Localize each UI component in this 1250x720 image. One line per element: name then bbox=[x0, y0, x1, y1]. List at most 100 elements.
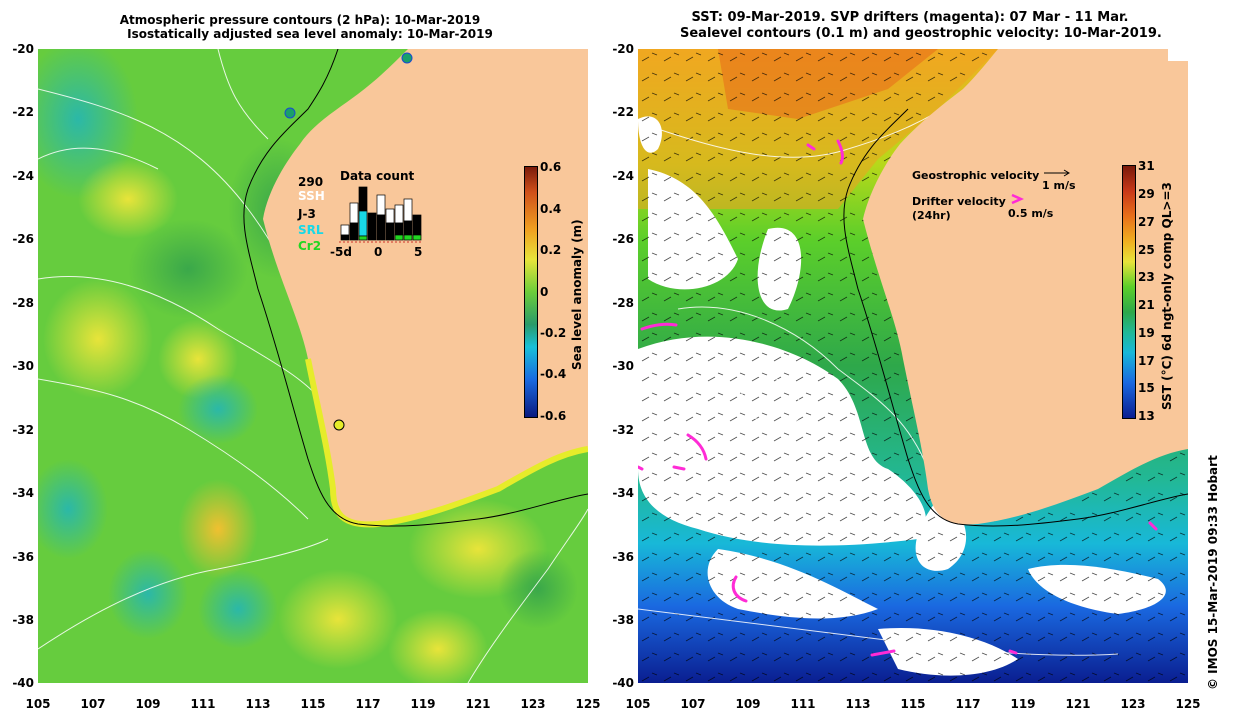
drifter-track bbox=[640, 322, 678, 331]
drifter-track bbox=[1008, 649, 1018, 655]
drifter-track bbox=[870, 649, 896, 657]
lon-tick: 125 bbox=[575, 697, 601, 711]
data-count-title: Data count bbox=[340, 169, 415, 183]
lon-tick: 115 bbox=[300, 697, 326, 711]
drifter-scale: 0.5 m/s bbox=[1008, 207, 1054, 220]
lon-tick: 111 bbox=[190, 697, 216, 711]
lon-tick: 113 bbox=[845, 697, 871, 711]
drifter-track bbox=[731, 575, 748, 603]
sst-colorbar-label: SST (°C) 6d ngt-only comp QL>=3 bbox=[1160, 182, 1174, 410]
data-count-tick-end: 5 bbox=[414, 245, 423, 259]
geostrophic-legend-label: Geostrophic velocity bbox=[912, 169, 1040, 182]
geostrophic-scale: 1 m/s bbox=[1042, 179, 1076, 192]
lat-tick: -34 bbox=[612, 486, 634, 500]
tide-gauge bbox=[401, 52, 413, 64]
lat-tick: -38 bbox=[12, 613, 34, 627]
geostrophic-scale-arrow-icon bbox=[1044, 169, 1070, 177]
source-ssh: SSH bbox=[298, 189, 325, 203]
sst-tick: 31 bbox=[1138, 159, 1155, 173]
lon-tick: 107 bbox=[80, 697, 106, 711]
lat-tick: -26 bbox=[612, 232, 634, 246]
left-title-line2: Isostatically adjusted sea level anomaly… bbox=[127, 27, 493, 41]
lon-tick: 107 bbox=[680, 697, 706, 711]
lon-tick: 125 bbox=[1175, 697, 1201, 711]
lat-tick: -40 bbox=[612, 676, 634, 690]
australia-land-sst bbox=[863, 49, 1188, 525]
lon-tick: 117 bbox=[955, 697, 981, 711]
sst-tick: 25 bbox=[1138, 243, 1155, 257]
lat-tick: -30 bbox=[612, 359, 634, 373]
data-count-tick-start: -5d bbox=[330, 245, 352, 259]
lon-tick: 123 bbox=[520, 697, 546, 711]
lat-tick: -40 bbox=[12, 676, 34, 690]
sla-tick: 0 bbox=[540, 285, 549, 299]
sla-colorbar bbox=[524, 166, 538, 418]
sst-tick: 15 bbox=[1138, 381, 1155, 395]
sla-map[interactable]: 290 Data count SSH J-3 SRL Cr2 -5d 0 5 bbox=[38, 49, 588, 683]
drifter-track bbox=[806, 143, 816, 151]
lon-tick: 123 bbox=[1120, 697, 1146, 711]
lat-tick: -38 bbox=[612, 613, 634, 627]
imos-credit: © IMOS 15-Mar-2019 09:33 Hobart bbox=[1206, 455, 1220, 690]
data-count-inset: 290 Data count SSH J-3 SRL Cr2 -5d 0 5 bbox=[294, 167, 434, 267]
source-j3: J-3 bbox=[298, 207, 316, 221]
sst-tick: 27 bbox=[1138, 215, 1155, 229]
lon-tick: 113 bbox=[245, 697, 271, 711]
lat-tick: -26 bbox=[12, 232, 34, 246]
lat-tick: -32 bbox=[12, 423, 34, 437]
lat-tick: -20 bbox=[612, 42, 634, 56]
lat-tick: -28 bbox=[612, 296, 634, 310]
drifter-track bbox=[638, 465, 644, 471]
lat-tick: -24 bbox=[12, 169, 34, 183]
lon-tick: 105 bbox=[25, 697, 51, 711]
lat-tick: -36 bbox=[612, 550, 634, 564]
lat-tick: -22 bbox=[612, 105, 634, 119]
data-count-tick-zero: 0 bbox=[374, 245, 383, 259]
right-title-line2: Sealevel contours (0.1 m) and geostrophi… bbox=[680, 26, 1162, 41]
tide-gauge bbox=[284, 107, 296, 119]
lon-tick: 105 bbox=[625, 697, 651, 711]
lat-tick: -34 bbox=[12, 486, 34, 500]
lon-tick: 119 bbox=[1010, 697, 1036, 711]
lon-tick: 111 bbox=[790, 697, 816, 711]
sla-tick: -0.6 bbox=[540, 409, 567, 423]
lon-tick: 115 bbox=[900, 697, 926, 711]
sst-map[interactable]: Geostrophic velocity 1 m/s Drifter veloc… bbox=[638, 49, 1188, 683]
lat-tick: -32 bbox=[612, 423, 634, 437]
left-title-line1: Atmospheric pressure contours (2 hPa): 1… bbox=[119, 13, 481, 27]
sla-colorbar-label: Sea level anomaly (m) bbox=[570, 219, 584, 370]
sst-tick: 23 bbox=[1138, 270, 1155, 284]
lon-tick: 109 bbox=[735, 697, 761, 711]
sla-tick: -0.4 bbox=[540, 367, 567, 381]
tide-gauge bbox=[333, 419, 345, 431]
drifter-legend-sub: (24hr) bbox=[912, 209, 951, 222]
lat-tick: -24 bbox=[612, 169, 634, 183]
sla-tick: 0.2 bbox=[540, 243, 562, 257]
data-count-total: 290 bbox=[298, 175, 324, 189]
sst-tick: 21 bbox=[1138, 298, 1155, 312]
source-srl: SRL bbox=[298, 223, 324, 237]
drifter-track bbox=[1148, 521, 1158, 531]
sla-tick: 0.6 bbox=[540, 160, 562, 174]
drifter-scale-icon bbox=[1011, 193, 1024, 205]
lon-tick: 117 bbox=[355, 697, 381, 711]
drifter-track bbox=[686, 433, 708, 461]
lon-tick: 121 bbox=[465, 697, 491, 711]
sst-tick: 17 bbox=[1138, 354, 1155, 368]
right-title-line1: SST: 09-Mar-2019. SVP drifters (magenta)… bbox=[691, 10, 1129, 25]
lat-tick: -36 bbox=[12, 550, 34, 564]
drifter-track bbox=[836, 139, 844, 165]
lat-tick: -22 bbox=[12, 105, 34, 119]
source-cr2: Cr2 bbox=[298, 239, 322, 253]
lon-tick: 119 bbox=[410, 697, 436, 711]
australia-land bbox=[263, 49, 588, 525]
sla-tick: 0.4 bbox=[540, 202, 562, 216]
sst-tick: 19 bbox=[1138, 326, 1155, 340]
lon-tick: 109 bbox=[135, 697, 161, 711]
sst-tick: 13 bbox=[1138, 409, 1155, 423]
lat-tick: -20 bbox=[12, 42, 34, 56]
drifter-track bbox=[672, 465, 686, 471]
drifter-legend-label: Drifter velocity bbox=[912, 195, 1006, 208]
lat-tick: -28 bbox=[12, 296, 34, 310]
sst-tick: 29 bbox=[1138, 187, 1155, 201]
